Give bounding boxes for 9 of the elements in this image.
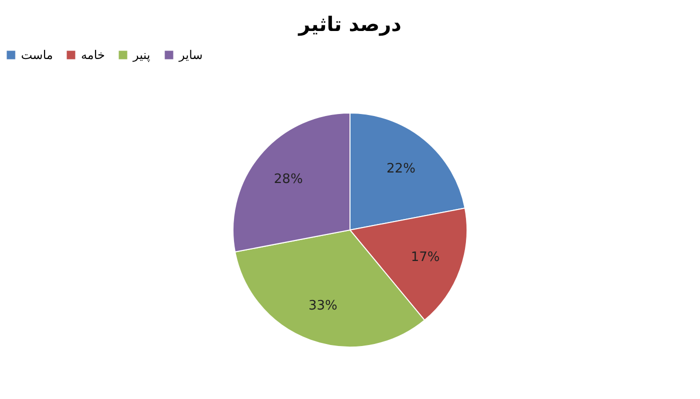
data-label: 22%: [386, 161, 416, 176]
legend-label: خامه: [81, 48, 105, 62]
chart-title: درصد تاثیر: [298, 12, 402, 36]
legend-label: سایر: [178, 48, 203, 62]
legend-label: پنیر: [132, 48, 150, 62]
data-label: 17%: [410, 250, 440, 266]
data-label: 33%: [308, 298, 338, 314]
legend-label: ماست: [21, 48, 53, 62]
data-label: 28%: [274, 172, 303, 188]
